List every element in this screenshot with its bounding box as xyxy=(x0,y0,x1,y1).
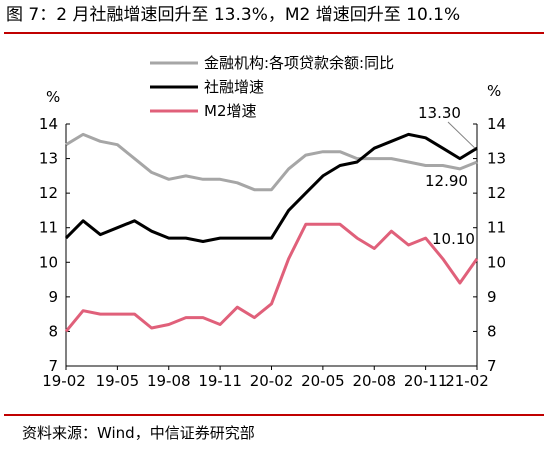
annotation-loans: 12.90 xyxy=(425,172,468,190)
left-y-tick-label: 13 xyxy=(39,150,58,168)
left-y-tick-label: 7 xyxy=(48,357,58,375)
right-y-tick-label: 11 xyxy=(487,219,506,237)
series-lines xyxy=(64,132,479,333)
x-tick-label: 19-11 xyxy=(198,372,242,390)
left-axis-unit: % xyxy=(46,88,60,106)
legend-label: 社融增速 xyxy=(204,78,264,96)
footer-divider xyxy=(4,414,544,416)
series-line-loans xyxy=(65,132,478,192)
right-y-tick-label: 13 xyxy=(487,150,506,168)
series-line-m2 xyxy=(64,222,479,333)
right-y-tick-label: 10 xyxy=(487,253,506,271)
axes: 7 7 8 8 9 9 10 10 11 11 12 12 13 13 14 14% % 19-02 19-05 19… xyxy=(39,82,506,390)
annotations: 13.30 12.90 10.10 xyxy=(418,104,476,248)
right-y-tick-label: 14 xyxy=(487,115,506,133)
left-y-tick-label: 8 xyxy=(48,322,58,340)
x-tick-label: 20-11 xyxy=(404,372,448,390)
figure-title: 图 7：2 月社融增速回升至 13.3%，M2 增速回升至 10.1% xyxy=(6,5,461,25)
right-y-tick-label: 8 xyxy=(487,322,497,340)
x-tick-label: 19-02 xyxy=(42,372,86,390)
legend-label: M2增速 xyxy=(204,102,257,120)
annotation-leader xyxy=(447,121,476,149)
annotation-m2: 10.10 xyxy=(432,230,475,248)
left-y-tick-label: 9 xyxy=(48,288,58,306)
x-tick-label: 21-02 xyxy=(445,372,489,390)
left-y-tick-label: 12 xyxy=(39,184,58,202)
legend-label: 金融机构:各项贷款余额:同比 xyxy=(204,54,394,72)
x-tick-label: 20-08 xyxy=(352,372,396,390)
title-divider xyxy=(4,32,544,34)
series-line-tsf xyxy=(64,132,478,243)
left-y-tick-label: 11 xyxy=(39,219,58,237)
right-y-tick-label: 7 xyxy=(487,357,497,375)
source-note: 资料来源：Wind，中信证券研究部 xyxy=(22,424,255,442)
left-y-tick-label: 10 xyxy=(39,253,58,271)
annotation-tsf: 13.30 xyxy=(418,104,461,122)
x-tick-label: 19-08 xyxy=(147,372,191,390)
right-y-tick-label: 9 xyxy=(487,288,497,306)
left-y-tick-label: 14 xyxy=(39,115,58,133)
x-tick-label: 19-05 xyxy=(96,372,140,390)
right-axis-unit: % xyxy=(487,82,501,100)
x-tick-label: 20-02 xyxy=(250,372,294,390)
right-y-tick-label: 12 xyxy=(487,184,506,202)
x-tick-label: 20-05 xyxy=(301,372,345,390)
